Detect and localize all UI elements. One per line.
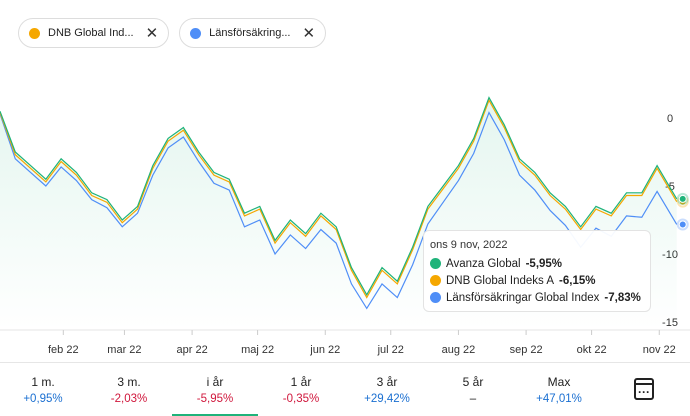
- x-tick-label: nov 22: [643, 344, 676, 356]
- x-tick-label: jun 22: [309, 344, 340, 356]
- x-tick-label: apr 22: [177, 344, 208, 356]
- series-end-dot: [678, 194, 687, 203]
- legend-chip-lansforsakringar[interactable]: Länsförsäkring... ✕: [179, 18, 327, 48]
- y-tick-label: 0: [667, 113, 673, 125]
- tab-value: +47,01%: [536, 393, 582, 405]
- tab-3m[interactable]: 3 m. -2,03%: [86, 363, 172, 416]
- period-tabs: 1 m. +0,95% 3 m. -2,03% i år -5,95% 1 år -0,…: [0, 362, 690, 416]
- close-icon[interactable]: ✕: [302, 25, 316, 42]
- legend-chips: DNB Global Ind... ✕ Länsförsäkring... ✕: [18, 18, 327, 48]
- tab-label: 1 år: [290, 375, 312, 389]
- avanza-dot: [430, 258, 441, 269]
- calendar-icon[interactable]: [634, 378, 654, 400]
- x-tick-label: jul 22: [377, 344, 404, 356]
- lf-color-dot: [190, 27, 202, 39]
- tooltip-row: Länsförsäkringar Global Index -7,83%: [430, 289, 644, 306]
- tab-label: 1 m.: [31, 375, 55, 389]
- tab-value: +0,95%: [23, 393, 63, 405]
- tab-value: +29,42%: [364, 393, 410, 405]
- tab-max[interactable]: Max +47,01%: [516, 363, 602, 416]
- tab-1m[interactable]: 1 m. +0,95%: [0, 363, 86, 416]
- x-tick-label: feb 22: [48, 344, 79, 356]
- series-line-0: [0, 96, 678, 297]
- tab-value: –: [469, 393, 477, 405]
- series-end-dot: [678, 220, 687, 229]
- tab-value: -5,95%: [196, 393, 234, 405]
- tooltip-date: ons 9 nov, 2022: [430, 239, 508, 251]
- chip-label: DNB Global Ind...: [48, 27, 134, 39]
- tooltip-row: DNB Global Indeks A -6,15%: [430, 272, 644, 289]
- tab-label: Max: [547, 375, 571, 389]
- x-tick-label: mar 22: [107, 344, 141, 356]
- tab-label: i år: [206, 375, 224, 389]
- x-tick-label: aug 22: [442, 344, 476, 356]
- tab-label: 3 år: [376, 375, 398, 389]
- series-name: Avanza Global: [446, 257, 521, 270]
- tab-label: 5 år: [462, 375, 484, 389]
- dnb-color-dot: [29, 27, 40, 39]
- tab-label: 3 m.: [117, 375, 141, 389]
- series-value: -7,83%: [604, 291, 641, 304]
- series-line-2: [0, 111, 678, 310]
- x-tick-label: maj 22: [241, 344, 274, 356]
- tab-3y[interactable]: 3 år +29,42%: [344, 363, 430, 416]
- x-tick-label: sep 22: [510, 344, 543, 356]
- tooltip-row: Avanza Global -5,95%: [430, 255, 644, 272]
- chart-tooltip: ons 9 nov, 2022 Avanza Global -5,95% DNB …: [423, 230, 651, 312]
- x-tick-label: okt 22: [577, 344, 607, 356]
- series-line-1: [0, 98, 678, 299]
- tab-1y[interactable]: 1 år -0,35%: [258, 363, 344, 416]
- tab-value: -0,35%: [282, 393, 320, 405]
- lf-dot: [430, 292, 441, 303]
- tab-ytd[interactable]: i år -5,95%: [172, 363, 258, 416]
- dnb-dot: [430, 275, 441, 286]
- legend-chip-dnb[interactable]: DNB Global Ind... ✕: [18, 18, 170, 48]
- tab-5y[interactable]: 5 år –: [430, 363, 516, 416]
- tab-value: -2,03%: [110, 393, 148, 405]
- series-value: -5,95%: [525, 257, 563, 270]
- close-icon[interactable]: ✕: [145, 25, 159, 42]
- chip-label: Länsförsäkring...: [209, 27, 291, 39]
- series-name: DNB Global Indeks A: [446, 274, 555, 287]
- series-value: -6,15%: [559, 274, 596, 287]
- series-name: Länsförsäkringar Global Index: [446, 291, 600, 304]
